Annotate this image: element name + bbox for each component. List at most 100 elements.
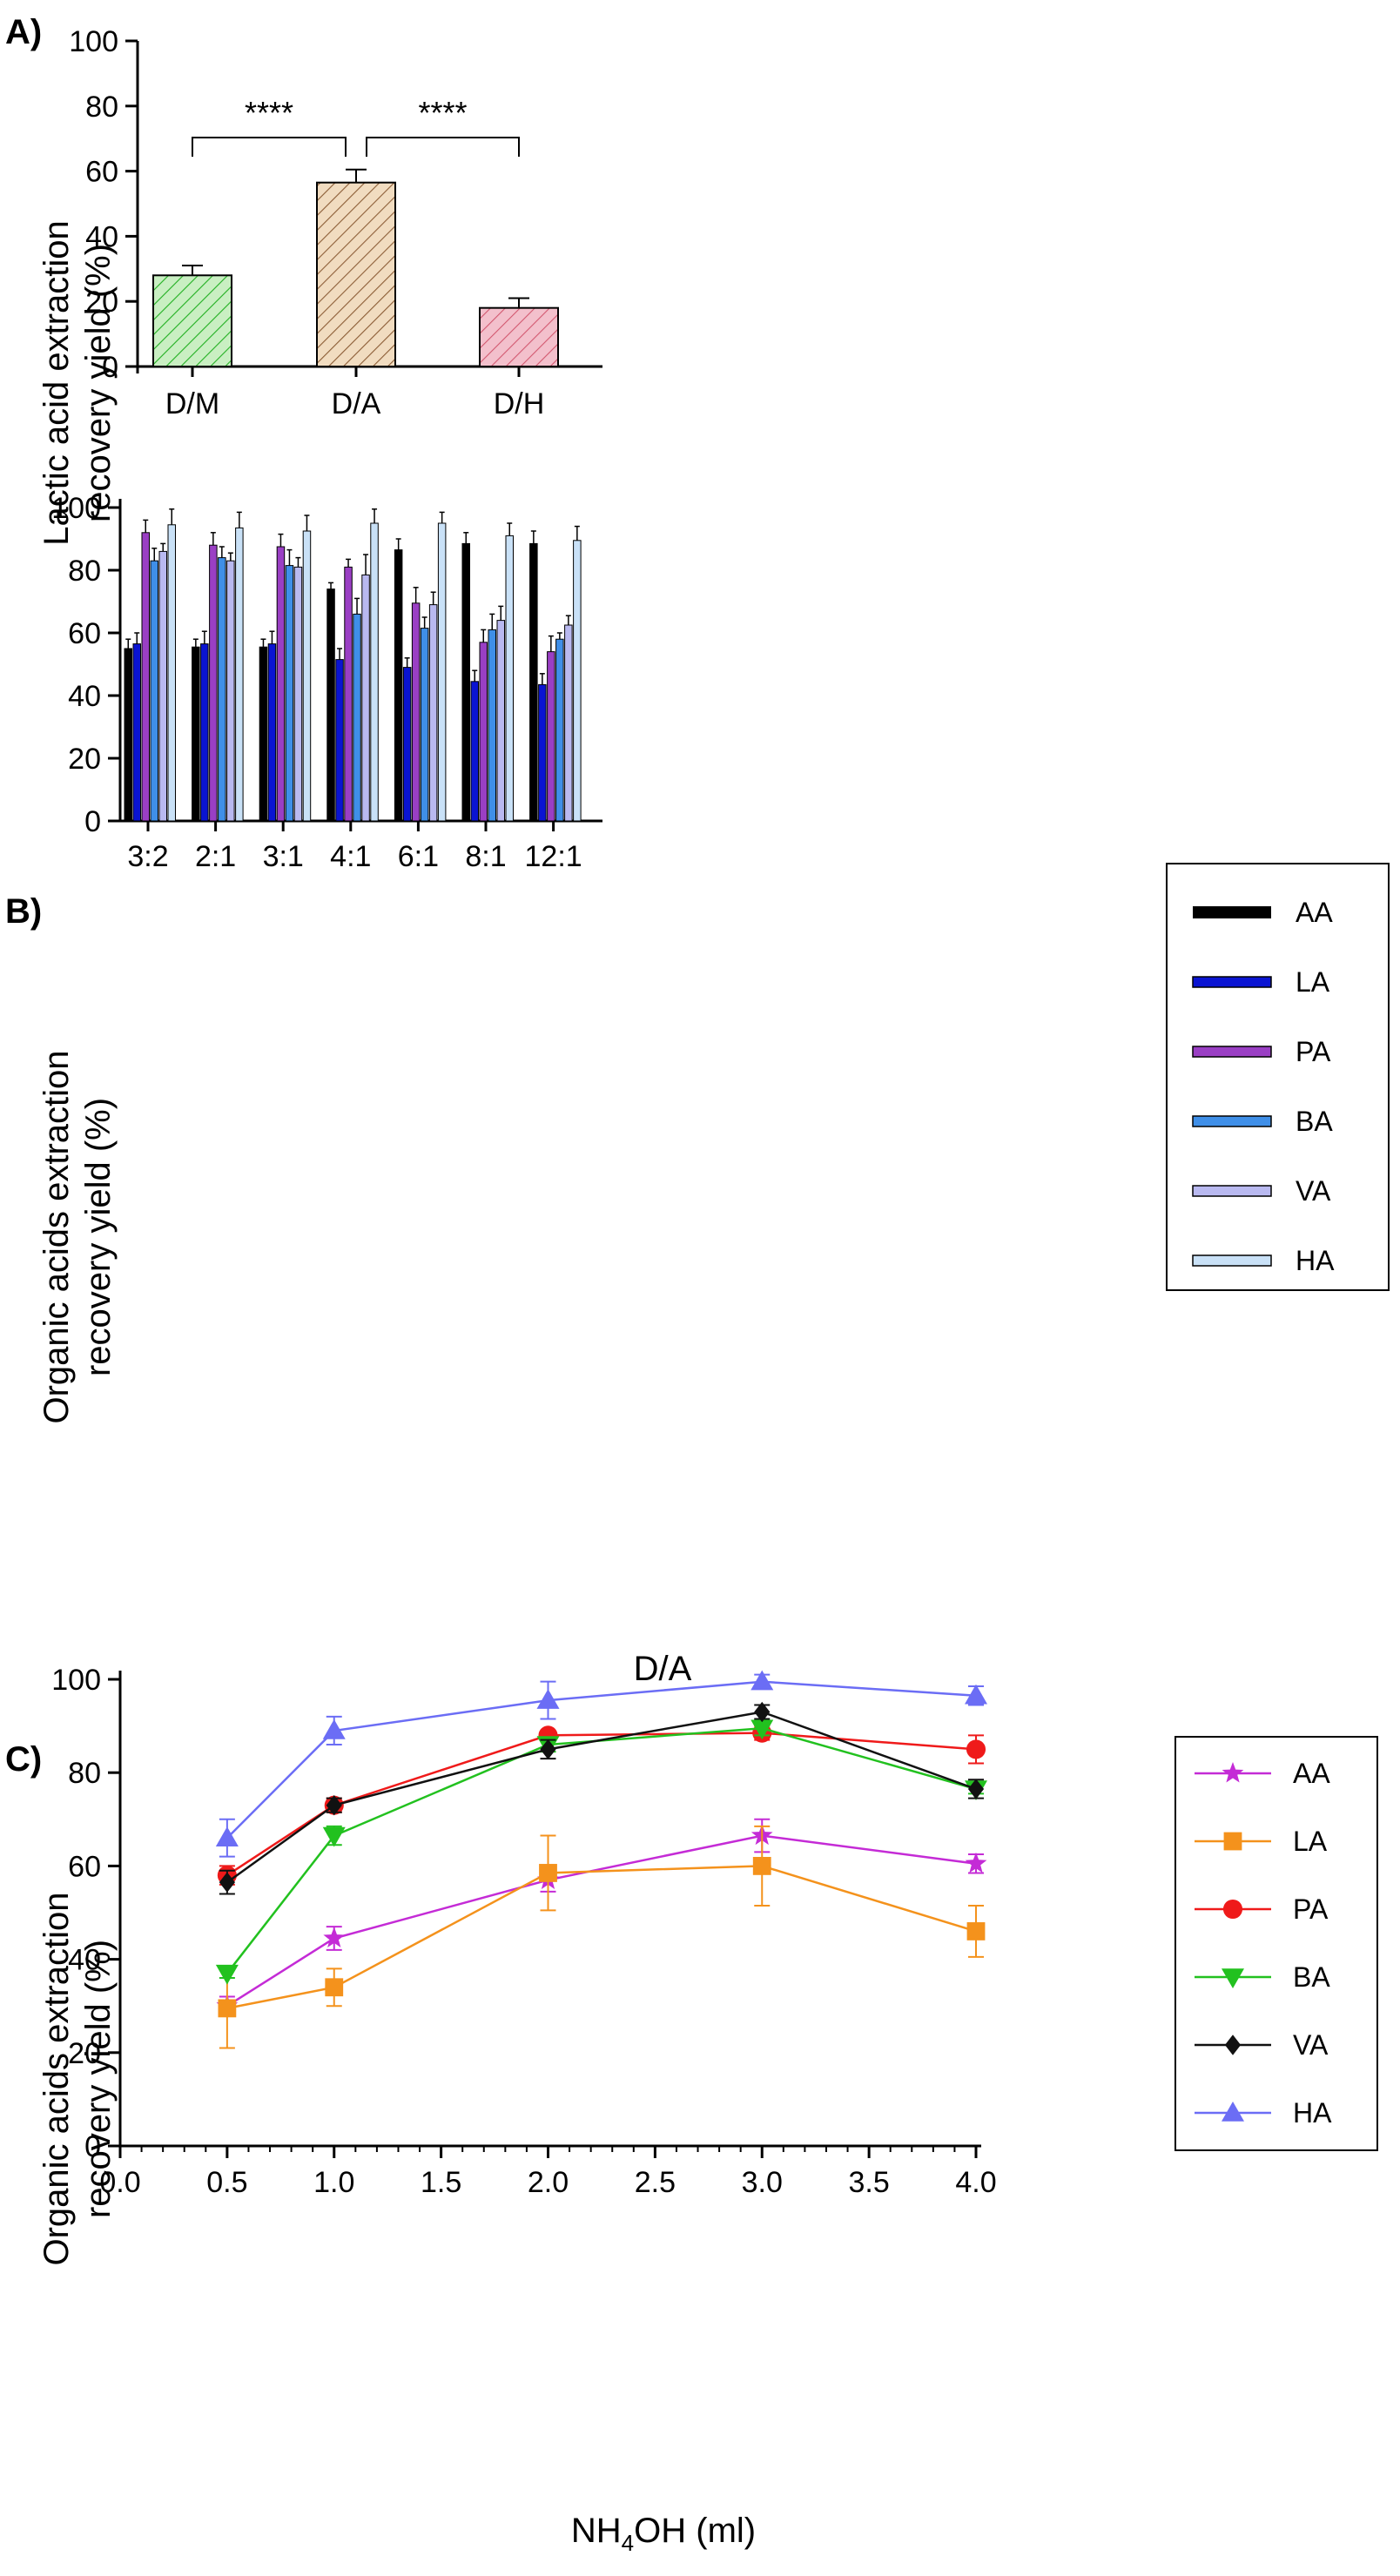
panel-c-x-tick-label: 2.0 xyxy=(528,2166,569,2199)
panel-b-bar-ha xyxy=(302,530,312,822)
panel-c-legend-marker-ha xyxy=(1222,2102,1244,2122)
panel-b-y-tick-label: 80 xyxy=(68,555,101,588)
panel-c-y-tick-label: 20 xyxy=(68,2037,101,2070)
panel-c-point-ba xyxy=(322,1826,346,1847)
panel-a-y-tick-label: 80 xyxy=(85,91,118,124)
panel-b-bar-pa xyxy=(141,532,150,822)
panel-c-x-tick-label: 1.0 xyxy=(313,2166,354,2199)
panel-b-bar-ha xyxy=(573,540,582,822)
panel-b-bar-aa xyxy=(394,549,403,822)
panel-a-x-tick-label: D/A xyxy=(332,387,381,420)
panel-c-legend-label-pa: PA xyxy=(1293,1893,1329,1925)
panel-b-legend-label-ha: HA xyxy=(1296,1245,1335,1276)
panel-c-point-ha xyxy=(322,1718,346,1739)
panel-c-legend-marker-aa xyxy=(1222,1762,1244,1783)
panel-c-legend-label-la: LA xyxy=(1293,1826,1328,1857)
panel-b-legend-swatch-pa xyxy=(1192,1046,1272,1058)
panel-b-bar-ha xyxy=(505,535,514,822)
panel-c-point-la xyxy=(218,1999,237,2018)
panel-a-bar-d-a xyxy=(316,181,396,367)
panel-b-bar-pa xyxy=(411,602,421,822)
panel-b-x-tick-label: 3:2 xyxy=(127,840,168,873)
panel-a-chart: A) Lactic acid extraction recovery yield… xyxy=(5,13,602,546)
panel-c-point-la xyxy=(325,1978,344,1997)
panel-b-bar-ha xyxy=(235,527,244,822)
panel-b-bar-ba xyxy=(150,560,158,822)
panel-c-legend-marker-la xyxy=(1223,1832,1242,1851)
panel-b-x-tick-label: 8:1 xyxy=(465,840,506,873)
panel-b-bar-pa xyxy=(276,546,286,822)
x-label-rest: OH (ml) xyxy=(634,2512,756,2550)
panel-b-bar-ba xyxy=(285,565,294,822)
panel-b-legend-swatch-la xyxy=(1192,976,1272,988)
panel-b-bar-la xyxy=(402,667,412,822)
panel-c-x-tick-label: 0.5 xyxy=(206,2166,247,2199)
panel-c-point-ha xyxy=(215,1826,239,1846)
panel-b-label: B) xyxy=(5,892,42,931)
panel-b-y-tick-label: 40 xyxy=(68,680,101,713)
panel-b-bar-ba xyxy=(218,557,226,822)
panel-b-y-axis-label-line2: recovery yield (%) xyxy=(79,1098,118,1376)
panel-b-x-tick-label: 3:1 xyxy=(263,840,304,873)
panel-a-y-tick-label: 0 xyxy=(102,351,118,384)
panel-a-x-tick-label: D/H xyxy=(494,387,545,420)
panel-b-bar-va xyxy=(158,550,167,822)
panel-b-bar-aa xyxy=(529,542,538,822)
panel-c-y-tick-label: 40 xyxy=(68,1944,101,1977)
panel-b-legend-label-ba: BA xyxy=(1296,1106,1333,1137)
panel-b-y-tick-label: 100 xyxy=(51,492,101,525)
panel-c-point-ha xyxy=(750,1670,774,1691)
panel-b-bar-ba xyxy=(420,628,429,822)
panel-b-legend-swatch-ha xyxy=(1192,1254,1272,1267)
panel-c-point-va xyxy=(754,1701,771,1723)
panel-c-point-ba xyxy=(750,1719,774,1740)
panel-b-x-tick-label: 2:1 xyxy=(195,840,236,873)
panel-c-y-tick-label: 0 xyxy=(84,2130,101,2163)
panel-b-bar-ba xyxy=(555,638,564,822)
panel-a-y-tick-label: 60 xyxy=(85,156,118,189)
panel-b-legend-label-va: VA xyxy=(1296,1175,1331,1207)
panel-c-legend-label-va: VA xyxy=(1293,2029,1329,2061)
panel-b-bar-pa xyxy=(344,566,353,822)
panel-c-point-va xyxy=(219,1872,235,1893)
panel-a-y-axis-label-line2: recovery yield (%) xyxy=(79,244,118,522)
panel-a-bar-d-m xyxy=(152,274,232,367)
panel-a-bar-d-h xyxy=(479,306,559,367)
panel-c-point-ha xyxy=(536,1689,560,1709)
panel-b-bar-la xyxy=(132,643,141,822)
panel-b-legend-swatch-ba xyxy=(1192,1115,1272,1127)
panel-b-x-axis-label: D/A xyxy=(634,1650,692,1688)
panel-a-significance-label: **** xyxy=(245,95,293,131)
panel-b-bar-va xyxy=(361,574,370,822)
panel-c-legend-marker-va xyxy=(1224,2035,1242,2055)
panel-b-bar-pa xyxy=(209,544,218,822)
panel-b-x-tick-label: 12:1 xyxy=(525,840,582,873)
panel-b-bar-ha xyxy=(167,524,176,822)
panel-c-x-tick-label: 2.5 xyxy=(635,2166,676,2199)
panel-c-x-tick-label: 3.5 xyxy=(848,2166,889,2199)
panel-b-x-tick-label: 6:1 xyxy=(398,840,439,873)
panel-b-bar-va xyxy=(226,560,235,822)
panel-c-label: C) xyxy=(5,1740,42,1779)
panel-c-legend-marker-pa xyxy=(1222,1899,1243,1920)
panel-b-legend-label-aa: AA xyxy=(1296,897,1333,928)
panel-c-point-ba xyxy=(215,1964,239,1985)
panel-c-x-tick-label: 3.0 xyxy=(742,2166,783,2199)
panel-b-bar-la xyxy=(470,681,479,822)
panel-c-point-pa xyxy=(966,1739,986,1759)
panel-b-bar-la xyxy=(267,643,277,822)
panel-a-significance-bracket xyxy=(366,137,520,157)
panel-c-legend-label-ba: BA xyxy=(1293,1961,1330,1993)
panel-c-y-axis-label-line2: recovery yield (%) xyxy=(79,1940,118,2218)
panel-b-y-tick-label: 20 xyxy=(68,743,101,776)
panel-c-point-la xyxy=(752,1857,771,1875)
panel-b-bar-va xyxy=(428,604,438,822)
panel-b-bar-la xyxy=(200,643,209,822)
panel-c-point-la xyxy=(966,1922,986,1940)
x-label-subscript: 4 xyxy=(622,2530,634,2556)
panel-b-bar-ha xyxy=(437,522,447,822)
panel-c-x-tick-label: 0.0 xyxy=(99,2166,140,2199)
panel-c-point-aa xyxy=(965,1852,987,1873)
panel-c-y-tick-label: 80 xyxy=(68,1757,101,1790)
panel-b-bar-va xyxy=(293,566,303,822)
